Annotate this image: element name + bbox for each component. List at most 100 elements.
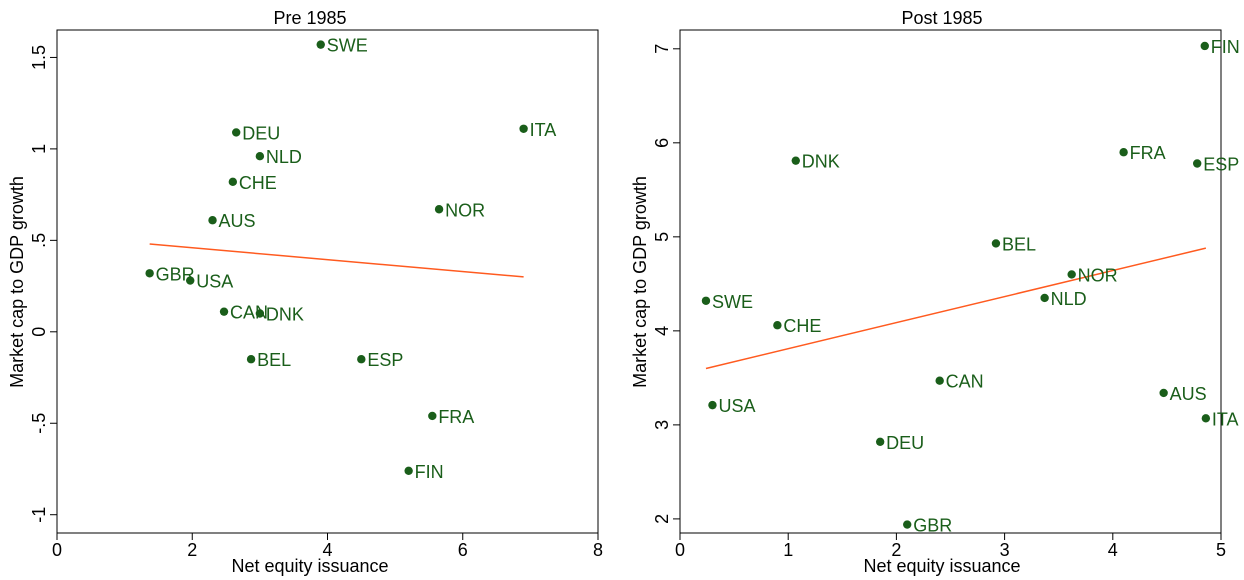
chart-title: Pre 1985 xyxy=(273,8,346,28)
point-label: GBR xyxy=(913,516,952,536)
data-point xyxy=(1200,41,1209,51)
x-axis-label: Net equity issuance xyxy=(231,556,388,576)
y-tick-label: 7 xyxy=(652,44,672,54)
x-tick-label: 8 xyxy=(593,540,603,560)
plot-frame xyxy=(679,29,1222,534)
x-tick-label: 2 xyxy=(187,540,197,560)
x-tick-label: 4 xyxy=(1108,540,1118,560)
point-label: ITA xyxy=(1212,409,1239,429)
point-label: DNK xyxy=(266,305,304,325)
data-point xyxy=(255,152,265,161)
point-label: FIN xyxy=(1211,37,1240,57)
data-point xyxy=(434,205,444,214)
point-label: FRA xyxy=(438,407,474,427)
point-label: GBR xyxy=(156,264,195,284)
data-point xyxy=(219,307,229,316)
y-tick-label: 1.5 xyxy=(29,45,49,70)
data-point xyxy=(186,276,195,285)
point-label: CAN xyxy=(230,303,268,323)
data-point xyxy=(428,411,437,421)
point-label: NOR xyxy=(1078,265,1118,285)
data-point xyxy=(903,520,912,529)
data-point xyxy=(255,309,265,318)
point-label: SWE xyxy=(327,36,368,56)
x-tick-label: 0 xyxy=(52,540,62,560)
data-point xyxy=(232,128,241,137)
data-point xyxy=(145,269,154,278)
y-tick-label: 2 xyxy=(652,514,672,524)
panel-post-1985: Post 1985 0 1 2 3 4 5 2 3 4 5 6 7 FIN FRA DNK ESP BEL N… xyxy=(630,8,1240,576)
point-label: FIN xyxy=(415,462,444,482)
point-label: FRA xyxy=(1130,143,1166,163)
data-point xyxy=(701,296,711,305)
data-point xyxy=(404,466,413,476)
point-label: CAN xyxy=(946,372,984,392)
data-point xyxy=(773,321,782,330)
data-point xyxy=(228,177,238,187)
y-ticks: -1 -.5 0 .5 1 1.5 xyxy=(29,45,57,523)
data-point xyxy=(991,239,1001,248)
point-label: USA xyxy=(196,272,233,292)
data-point xyxy=(208,216,217,225)
point-label: BEL xyxy=(257,350,291,370)
plot-frame xyxy=(56,29,599,534)
fit-line xyxy=(149,243,524,278)
chart-title: Post 1985 xyxy=(901,8,982,28)
data-point xyxy=(316,40,325,49)
y-tick-label: 1 xyxy=(29,144,49,154)
data-point xyxy=(1192,159,1202,168)
y-ticks: 2 3 4 5 6 7 xyxy=(652,44,680,524)
point-label: DNK xyxy=(802,152,840,172)
fit-line xyxy=(705,247,1207,370)
point-label: CHE xyxy=(783,316,821,336)
point-label: ITA xyxy=(530,120,557,140)
point-label: NLD xyxy=(266,147,302,167)
data-point xyxy=(1201,414,1211,423)
point-label: ESP xyxy=(1203,155,1239,175)
point-label: CHE xyxy=(239,173,277,193)
points: FIN FRA DNK ESP BEL NOR NLD SWE CHE CAN AUS USA ITA D… xyxy=(701,37,1240,536)
y-tick-label: 0 xyxy=(29,327,49,337)
data-point xyxy=(791,156,800,165)
data-point xyxy=(1067,270,1076,279)
x-tick-label: 2 xyxy=(891,540,901,560)
x-axis-label: Net equity issuance xyxy=(863,556,1020,576)
data-point xyxy=(1119,148,1128,157)
point-label: USA xyxy=(718,396,755,416)
x-tick-label: 1 xyxy=(783,540,793,560)
data-point xyxy=(1159,388,1168,398)
point-label: BEL xyxy=(1002,234,1036,254)
y-tick-label: 5 xyxy=(652,232,672,242)
point-label: NOR xyxy=(445,200,485,220)
y-tick-label: -.5 xyxy=(29,413,49,434)
data-point xyxy=(519,124,528,133)
x-ticks: 0 1 2 3 4 5 xyxy=(675,533,1226,560)
y-tick-label: 4 xyxy=(652,326,672,336)
point-label: NLD xyxy=(1051,289,1087,309)
x-ticks: 0 2 4 6 8 xyxy=(52,533,603,560)
x-tick-label: 4 xyxy=(322,540,332,560)
data-point xyxy=(1040,293,1049,303)
point-label: SWE xyxy=(712,292,753,312)
x-tick-label: 5 xyxy=(1216,540,1226,560)
data-point xyxy=(246,355,256,364)
point-label: ESP xyxy=(367,350,403,370)
point-label: AUS xyxy=(219,211,256,231)
point-label: DEU xyxy=(242,123,280,143)
y-tick-label: .5 xyxy=(29,233,49,248)
data-point xyxy=(708,400,717,410)
data-point xyxy=(935,376,944,385)
x-tick-label: 3 xyxy=(1000,540,1010,560)
y-tick-label: -1 xyxy=(29,507,49,523)
data-point xyxy=(357,355,366,364)
x-tick-label: 6 xyxy=(458,540,468,560)
y-tick-label: 3 xyxy=(652,420,672,430)
y-axis-label: Market cap to GDP growth xyxy=(7,176,27,388)
data-point xyxy=(875,437,885,447)
y-axis-label: Market cap to GDP growth xyxy=(630,176,650,388)
point-label: AUS xyxy=(1170,384,1207,404)
x-tick-label: 0 xyxy=(675,540,685,560)
panel-pre-1985: Pre 1985 0 2 4 6 8 -1 -.5 0 .5 1 1.5 SWE ITA DEU NLD… xyxy=(7,8,603,576)
